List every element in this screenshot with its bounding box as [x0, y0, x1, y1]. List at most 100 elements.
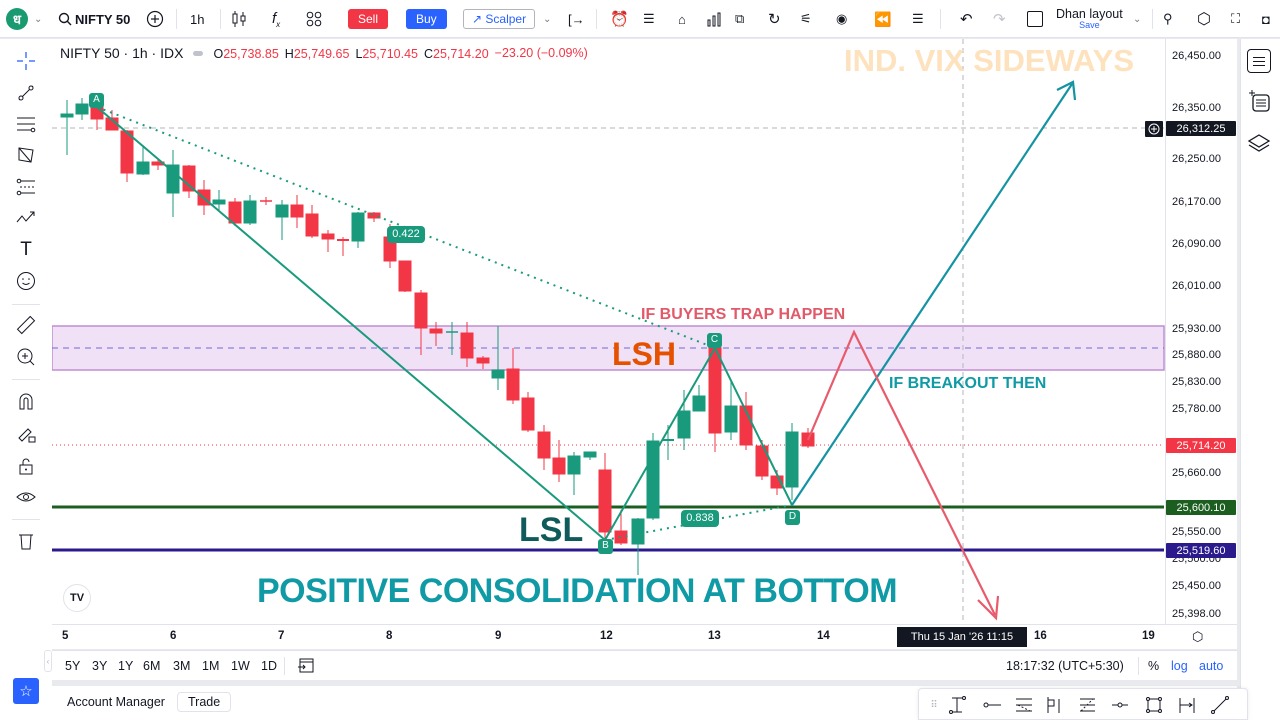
range-1w[interactable]: 1W [231, 659, 250, 673]
trade-tab[interactable]: Trade [177, 692, 232, 712]
interval-button[interactable]: 1h [190, 11, 205, 27]
undo-button[interactable]: ↶ [960, 0, 973, 38]
point-d-label[interactable]: D [788, 511, 797, 522]
magnet-tool[interactable] [14, 389, 38, 413]
horizontal-lines-tool[interactable] [14, 112, 38, 136]
clock-timezone[interactable]: 18:17:32 (UTC+5:30) [1006, 659, 1124, 673]
fullscreen-button[interactable]: ⛶ [1231, 0, 1240, 38]
chevron-down-icon[interactable]: ⌄ [543, 13, 552, 25]
watchlist-button[interactable] [1247, 49, 1271, 73]
lock-all-tool[interactable] [14, 454, 38, 478]
buyers-trap-annotation[interactable]: IF BUYERS TRAP HAPPEN [641, 306, 846, 323]
templates-button[interactable] [306, 0, 322, 38]
ratio-label-1[interactable]: 0.422 [392, 228, 420, 240]
percent-toggle[interactable]: % [1148, 659, 1160, 673]
buy-button[interactable]: Buy [406, 0, 447, 38]
tradingview-logo[interactable]: TV [63, 584, 91, 612]
hide-drawings-tool[interactable] [14, 485, 38, 509]
crosshair-tool[interactable] [14, 49, 38, 73]
fib-tool[interactable] [14, 175, 38, 199]
point-a-label[interactable]: A [93, 94, 100, 105]
date-range-tool[interactable] [1176, 694, 1198, 716]
layout-select-button[interactable] [1027, 0, 1043, 38]
add-alert-button[interactable] [1145, 121, 1163, 137]
layout-menu[interactable]: Dhan layout Save [1056, 6, 1123, 30]
screenshot-button[interactable]: ◘ [1262, 0, 1270, 38]
settings-button[interactable]: ⬡ [1197, 0, 1211, 38]
chevron-down-icon[interactable]: ⌄ [1133, 13, 1142, 25]
quick-search-button[interactable]: ⚲ [1163, 0, 1173, 38]
auto-toggle[interactable]: auto [1199, 659, 1224, 673]
broker-logo[interactable]: ध [6, 0, 28, 38]
flag-tool[interactable] [1043, 694, 1065, 716]
range-1m[interactable]: 1M [202, 659, 220, 673]
emoji-tool[interactable] [14, 269, 38, 293]
rectangle-tool[interactable] [1143, 694, 1165, 716]
account-manager-tab[interactable]: Account Manager [67, 695, 165, 709]
symbol-search[interactable]: NIFTY 50 [58, 0, 130, 38]
alert-button[interactable]: ⏰ [610, 0, 629, 38]
layers-button[interactable] [1247, 131, 1271, 155]
indicators-button[interactable]: fx [272, 0, 280, 38]
lock-drawings-tool[interactable] [14, 422, 38, 446]
search-icon [58, 12, 72, 26]
range-3m[interactable]: 3M [173, 659, 191, 673]
chart-pane[interactable]: A B C D 0.422 0.838 NIFTY 50 · 1h · IDX … [52, 39, 1237, 624]
ruler-tool[interactable] [14, 313, 38, 337]
bar-chart-button[interactable] [706, 0, 722, 38]
goto-date-button[interactable] [297, 656, 315, 674]
redo-button[interactable]: ↷ [993, 0, 1006, 38]
range-5y[interactable]: 5Y [65, 659, 81, 673]
point-b-label[interactable]: B [602, 540, 609, 551]
consolidation-annotation[interactable]: POSITIVE CONSOLIDATION AT BOTTOM [257, 572, 898, 610]
scalper-button[interactable]: ↗ Scalper [463, 0, 536, 38]
chevron-down-icon[interactable]: ⌄ [34, 13, 43, 25]
trend-line-tool[interactable] [14, 81, 38, 105]
popout-button[interactable]: ⧉ [735, 0, 744, 38]
delete-drawings-tool[interactable] [14, 529, 38, 553]
log-toggle[interactable]: log [1171, 659, 1188, 673]
range-1y[interactable]: 1Y [118, 659, 134, 673]
parallel-channel-tool[interactable] [1013, 694, 1035, 716]
point-c-label[interactable]: C [710, 334, 719, 345]
fib-channel-tool[interactable] [1076, 694, 1098, 716]
text-tool[interactable]: T [14, 238, 38, 262]
lsl-annotation[interactable]: LSL [519, 511, 584, 549]
drag-handle-icon[interactable]: ⠿ [930, 699, 938, 711]
range-3y[interactable]: 3Y [92, 659, 108, 673]
object-tree-button[interactable]: ☰ [643, 0, 655, 38]
price-chart-canvas[interactable] [52, 39, 1165, 624]
pattern-tool[interactable] [14, 143, 38, 167]
time-axis[interactable]: 5 6 7 8 9 12 13 14 16 19 Thu 15 Jan '26 … [52, 624, 1237, 649]
ratio-label-2[interactable]: 0.838 [686, 512, 714, 524]
price-scale[interactable]: 26,450.00 26,350.00 26,250.00 26,170.00 … [1165, 39, 1237, 624]
broadcast-button[interactable]: ◉ [836, 0, 847, 38]
sell-button[interactable]: Sell [348, 0, 389, 38]
zoom-in-tool[interactable] [14, 345, 38, 369]
projection-tool[interactable] [14, 206, 38, 230]
lsh-annotation[interactable]: LSH [612, 336, 676, 372]
breakout-annotation[interactable]: IF BREAKOUT THEN [889, 375, 1047, 392]
axis-settings-button[interactable]: ⬡ [1192, 629, 1203, 645]
favorites-button[interactable]: ☆ [13, 678, 39, 704]
price-range-tool[interactable] [947, 694, 969, 716]
cross-line-tool[interactable] [1109, 694, 1131, 716]
settings-sliders-button[interactable]: ⚟ [800, 0, 812, 38]
replay-button[interactable]: ⏪ [874, 0, 891, 38]
bar-chart-icon [707, 12, 721, 27]
legend-title[interactable]: NIFTY 50 · 1h · IDX [60, 45, 184, 61]
align-button[interactable]: ☰ [912, 0, 924, 38]
trend-line-tool-2[interactable] [1209, 694, 1231, 716]
chart-type-button[interactable] [230, 0, 248, 38]
legend-toggle-icon[interactable] [193, 50, 204, 56]
horizontal-ray-tool[interactable] [981, 694, 1003, 716]
range-6m[interactable]: 6M [143, 659, 161, 673]
vix-annotation[interactable]: IND. VIX SIDEWAYS [844, 43, 1134, 78]
exit-button[interactable]: [→ [568, 0, 585, 38]
compare-symbol-button[interactable] [146, 0, 164, 38]
collapse-sidebar-handle[interactable]: ‹ [44, 650, 52, 672]
refresh-button[interactable]: ↻ [768, 0, 781, 38]
add-watchlist-button[interactable] [1247, 89, 1271, 113]
basket-button[interactable]: ⌂ [678, 0, 686, 38]
range-1d[interactable]: 1D [261, 659, 277, 673]
